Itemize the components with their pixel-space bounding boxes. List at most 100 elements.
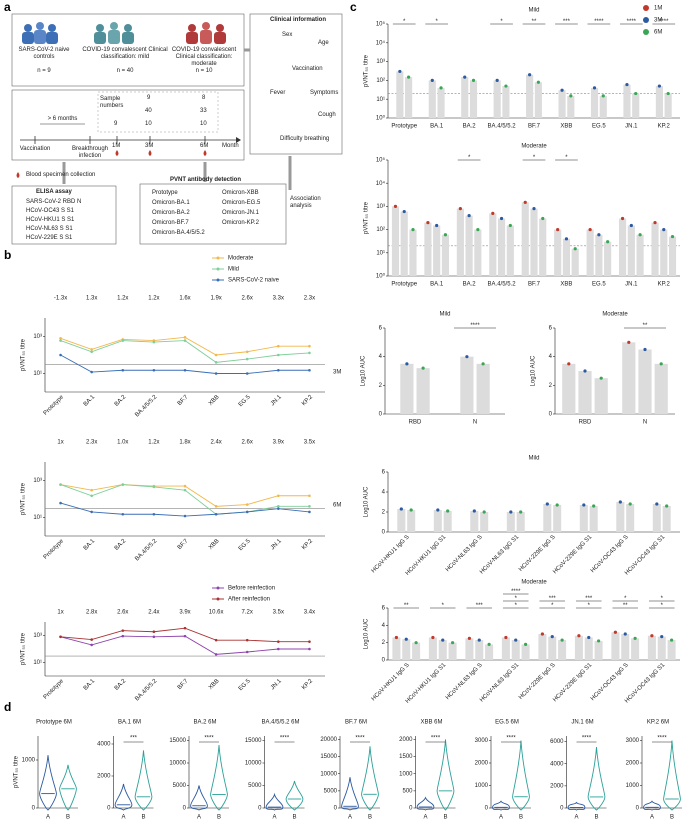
point	[277, 505, 280, 508]
x-tick-label: Prototype	[43, 678, 66, 701]
panel-label: c	[350, 0, 357, 14]
ratio-label: 2.3x	[304, 296, 315, 302]
sig-label: **	[623, 603, 628, 609]
x-tick-label: A	[499, 815, 503, 821]
bar	[506, 225, 514, 276]
x-tick-label: N	[643, 420, 647, 426]
mean-dot	[504, 635, 508, 640]
y-tick-label: 10000	[320, 771, 337, 777]
y-tick-label: 4	[382, 490, 386, 496]
sample-count: 10	[200, 121, 207, 127]
x-tick-label: Prototype	[391, 124, 417, 130]
bar	[396, 71, 404, 118]
x-tick-label: EG.5	[238, 394, 252, 408]
x-tick-label: Prototype	[391, 282, 417, 288]
legend-label: 3M	[654, 18, 662, 24]
sig-label: ****	[470, 323, 480, 329]
mean-dot	[670, 638, 674, 642]
mean-dot	[436, 508, 440, 512]
x-tick-label: EG.5	[238, 678, 252, 692]
violin	[587, 747, 606, 811]
mean-dot	[634, 91, 638, 96]
sig-label: ***	[585, 596, 593, 602]
x-tick-label: HCoV-OC43 IgG S1	[624, 662, 667, 705]
sig-label: *	[500, 19, 503, 25]
bar	[526, 74, 534, 118]
bar	[562, 363, 576, 414]
chart-title: Moderate	[521, 144, 547, 150]
month: 3M	[145, 143, 154, 149]
y-axis-label: pVNT₅₀ titre	[21, 632, 27, 665]
violin	[285, 780, 304, 811]
mean-dot	[599, 376, 603, 380]
sig-label: *	[624, 596, 627, 602]
mean-dot	[398, 69, 402, 74]
timeline	[16, 91, 241, 178]
bar	[589, 506, 598, 532]
x-tick-label: B	[670, 815, 674, 821]
x-tick-label: HCoV-OC43 IgG S1	[624, 534, 667, 577]
y-tick-label: 2000	[626, 761, 640, 767]
x-tick-label: A	[272, 815, 276, 821]
mean-dot	[628, 502, 632, 506]
sig-label: *	[468, 155, 471, 161]
point	[245, 357, 249, 361]
mean-dot	[583, 369, 587, 373]
bar	[405, 77, 413, 118]
point	[183, 336, 187, 339]
point	[277, 353, 280, 357]
x-tick-label: BA.4/5/5.2	[488, 282, 517, 288]
bar	[594, 640, 603, 660]
y-tick-label: 0	[379, 412, 383, 418]
point	[245, 350, 249, 354]
point	[214, 653, 218, 656]
mean-dot	[613, 630, 617, 634]
point	[277, 647, 280, 651]
mean-dot	[629, 223, 633, 228]
y-axis-label: pVNT₅₀ titre	[21, 338, 27, 371]
sig-label: ***	[476, 603, 484, 609]
mean-dot	[665, 504, 669, 508]
y-tick-label: 0	[32, 806, 36, 812]
point	[183, 514, 187, 518]
point	[59, 635, 62, 639]
bar	[489, 213, 497, 276]
y-tick-label: 10000	[169, 761, 186, 767]
mean-dot	[404, 637, 408, 641]
x-tick-label: A	[197, 815, 201, 821]
series-line	[60, 502, 310, 517]
x-tick-label: JN.1	[270, 538, 283, 551]
y-tick-label: 1000	[626, 783, 640, 789]
sig-label: ****	[659, 19, 669, 25]
sig-label: *	[442, 603, 445, 609]
mean-dot	[587, 635, 591, 640]
mean-dot	[476, 228, 480, 232]
bar	[539, 218, 547, 276]
y-tick-label: 10⁵	[376, 157, 386, 164]
bar	[623, 84, 631, 118]
mean-dot	[491, 211, 495, 215]
x-tick-label: HCoV-HKU1 IgG S1	[405, 662, 448, 705]
sig-label: ****	[355, 736, 365, 742]
bar	[456, 208, 464, 276]
bar	[604, 241, 612, 276]
group-n: n = 10	[195, 68, 213, 74]
mean-dot	[657, 84, 661, 88]
mean-dot	[411, 228, 415, 232]
y-tick-label: 10³	[376, 204, 385, 210]
point	[214, 353, 218, 357]
mean-dot	[519, 510, 523, 514]
bar	[578, 371, 592, 414]
mean-dot	[623, 632, 627, 636]
x-tick-label: JN.1	[625, 282, 638, 288]
mean-dot	[541, 216, 545, 221]
legend-label: 6M	[654, 30, 662, 36]
x-tick-label: N	[473, 420, 477, 426]
point	[277, 368, 280, 372]
chart-title: Moderate	[521, 580, 547, 586]
bar	[534, 82, 542, 118]
x-tick-label: HCoV-HKU1 IgG S	[371, 662, 411, 702]
mean-dot	[409, 508, 413, 512]
clinical-title: Clinical information	[270, 17, 327, 23]
y-tick-label: 10¹	[376, 97, 385, 103]
